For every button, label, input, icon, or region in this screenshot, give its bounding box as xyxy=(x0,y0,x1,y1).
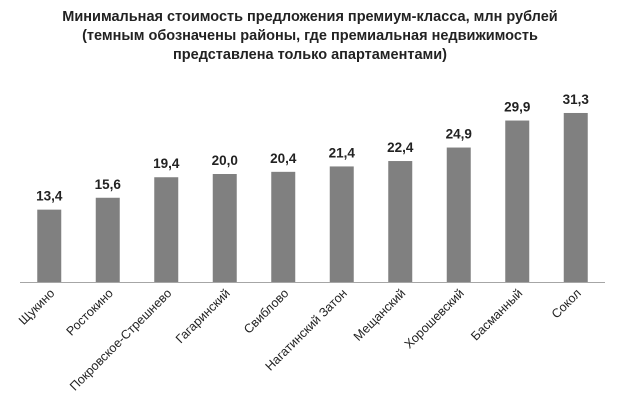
category-tick-label: Ростокино xyxy=(64,286,116,338)
bar xyxy=(37,209,62,282)
category-tick-label: Покровское-Стрешнево xyxy=(67,286,174,393)
category-tick-label: Хорошевский xyxy=(402,286,467,351)
category-tick-label: Басманный xyxy=(468,286,525,343)
category-tick-label: Мещанский xyxy=(351,286,409,344)
data-label: 21,4 xyxy=(329,145,356,160)
bar xyxy=(271,171,296,282)
category-tick-label: Гагаринский xyxy=(173,286,233,346)
bar xyxy=(95,197,120,282)
data-label: 31,3 xyxy=(563,92,590,107)
category-tick-label: Свиблово xyxy=(241,286,291,336)
bar xyxy=(505,120,530,282)
chart-title: Минимальная стоимость предложения премиу… xyxy=(0,8,620,65)
bar xyxy=(446,147,471,282)
data-label: 24,9 xyxy=(446,127,472,142)
chart-title-line-1: Минимальная стоимость предложения премиу… xyxy=(62,9,558,25)
bar xyxy=(329,166,354,282)
bar xyxy=(563,112,588,282)
bar xyxy=(212,174,237,282)
bar xyxy=(154,177,179,282)
category-tick-label: Щукино xyxy=(16,286,57,327)
data-label: 22,4 xyxy=(387,140,414,155)
category-tick-label: Сокол xyxy=(549,286,584,321)
data-label: 15,6 xyxy=(95,177,122,192)
chart-title-line-3: представлена только апартаментами) xyxy=(173,47,447,63)
data-label: 13,4 xyxy=(36,189,63,204)
data-label: 20,4 xyxy=(270,151,297,166)
bar xyxy=(388,161,413,282)
chart-title-line-2: (темным обозначены районы, где премиальн… xyxy=(82,28,538,44)
data-label: 29,9 xyxy=(504,100,530,115)
data-label: 19,4 xyxy=(153,156,180,171)
data-label: 20,0 xyxy=(212,153,238,168)
